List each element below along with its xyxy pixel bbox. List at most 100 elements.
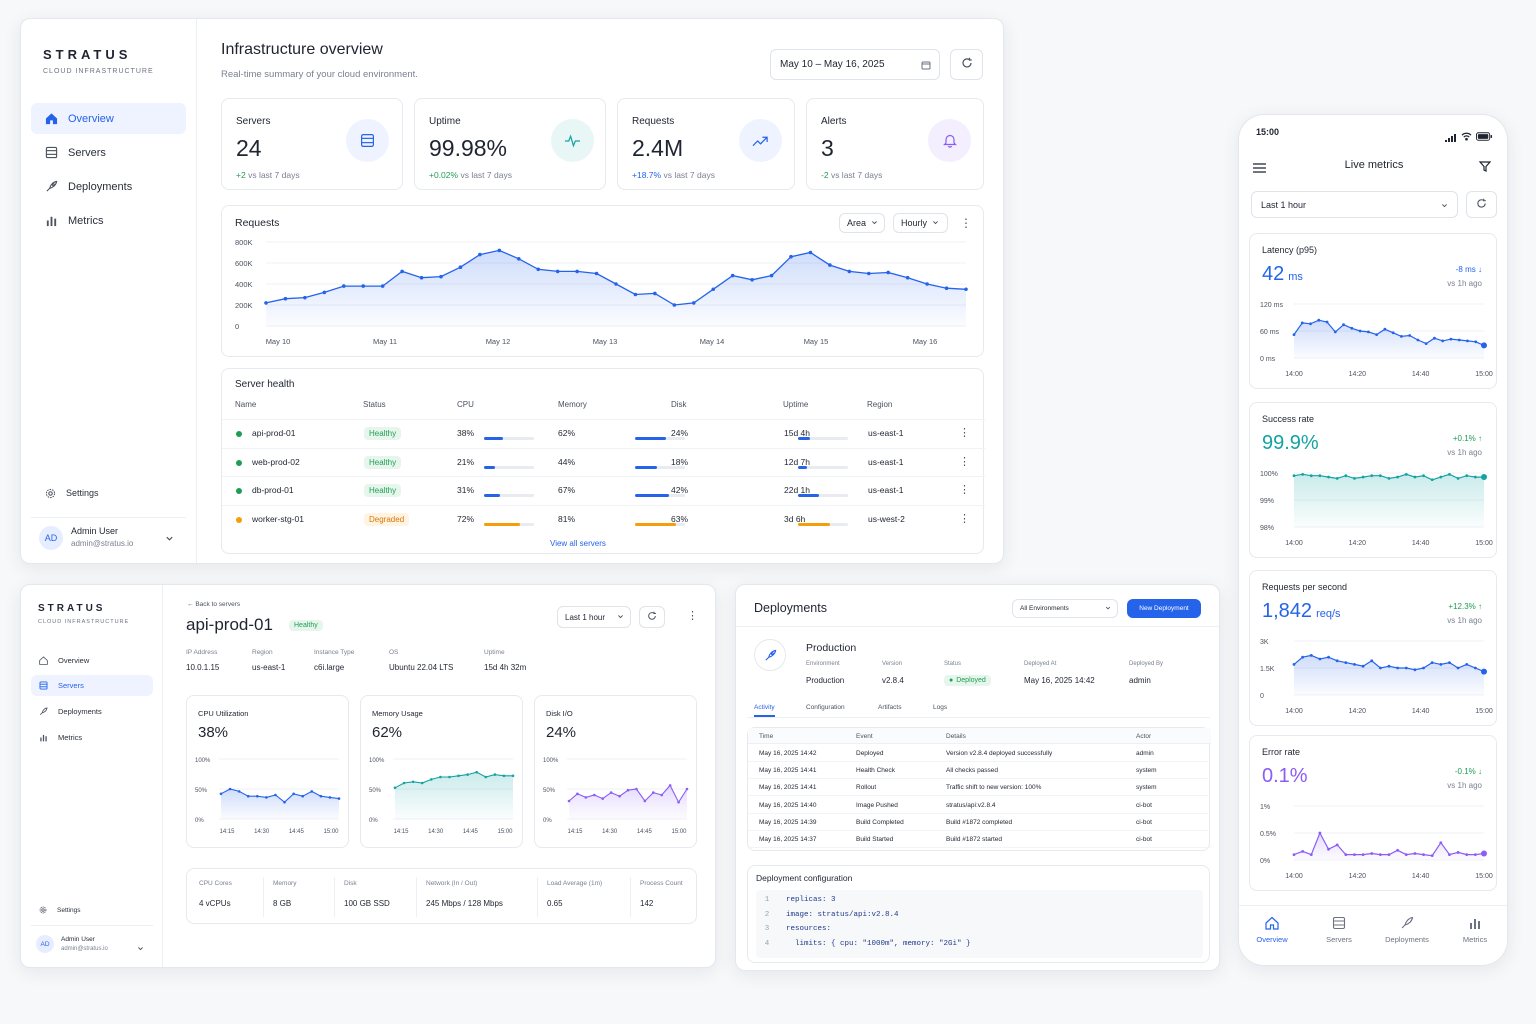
time-range-select[interactable]: Last 1 hour [1251, 191, 1458, 218]
stat-delta-suffix: vs last 7 days [248, 170, 300, 180]
series-area [395, 772, 513, 819]
mem-value: 62% [558, 428, 576, 438]
mobile-title: Live metrics [1344, 159, 1404, 171]
y-tick-label: 60 ms [1260, 329, 1280, 336]
server-name[interactable]: worker-stg-01 [252, 513, 304, 524]
menu-icon[interactable] [1253, 160, 1266, 178]
memory-chart: 100% 50% 0% 14:15 14:30 14:45 15:00 [369, 758, 515, 835]
series-area [1294, 655, 1484, 695]
server-name[interactable]: api-prod-01 [252, 428, 296, 438]
page-title: Infrastructure overview [221, 41, 383, 58]
y-tick-label: 600K [235, 259, 253, 268]
more-options-icon[interactable]: ⋮ [960, 216, 972, 230]
stat-label: Uptime [429, 116, 461, 127]
chart-interval-select[interactable]: Hourly [893, 213, 948, 233]
sidebar-item-overview[interactable]: Overview [31, 650, 153, 671]
environment-select[interactable]: All Environments [1012, 599, 1118, 618]
time-range-select[interactable]: Last 1 hour [557, 606, 631, 628]
sidebar-item-settings[interactable]: Settings [31, 481, 186, 505]
x-tick-label: 14:00 [1285, 371, 1303, 378]
disk-bar [798, 494, 848, 498]
x-tick-label: 14:30 [428, 829, 444, 835]
uptime-value: 15d 4h [784, 428, 810, 438]
data-point [1481, 668, 1487, 675]
sidebar-item-servers[interactable]: Servers [31, 137, 186, 168]
data-point [1465, 663, 1469, 666]
table-row[interactable]: web-prod-02 Healthy 21% 44% 18% 12d 7h us-east… [222, 447, 985, 476]
tab-activity[interactable]: Activity [754, 704, 775, 717]
tab-artifacts[interactable]: Artifacts [878, 704, 902, 711]
x-tick-label: 14:45 [637, 829, 653, 835]
row-menu-icon[interactable]: ⋮ [959, 427, 970, 439]
brand-tagline: CLOUD INFRASTRUCTURE [43, 68, 154, 75]
stat-value: 99.98% [429, 135, 508, 161]
wifi-icon [1461, 128, 1472, 146]
sidebar-item-deployments[interactable]: Deployments [31, 171, 186, 202]
sidebar-item-settings[interactable]: Settings [31, 901, 153, 919]
data-point [1378, 666, 1382, 670]
data-point [292, 792, 295, 796]
tab-servers[interactable]: Servers [1309, 916, 1369, 944]
activity-header: Time Event Details Actor [748, 728, 1211, 744]
tab-overview[interactable]: Overview [1242, 916, 1302, 944]
code-text: image: stratus/api:v2.8.4 [786, 910, 899, 919]
filter-icon[interactable] [1478, 159, 1492, 177]
data-point [1327, 847, 1330, 851]
arrow-left-icon: ← [187, 601, 194, 608]
data-point [1370, 659, 1374, 663]
data-point [1465, 853, 1469, 856]
table-row[interactable]: worker-stg-01 Degraded 72% 81% 63% 3d 6h us-we… [222, 504, 985, 533]
more-options-icon[interactable]: ⋮ [687, 610, 698, 622]
view-all-servers-link[interactable]: View all servers [550, 539, 606, 548]
table-cell: ci-bot [1136, 836, 1152, 843]
y-tick-label: 100% [543, 758, 559, 764]
data-point [944, 286, 949, 290]
chart-type-select[interactable]: Area [839, 213, 885, 233]
row-menu-icon[interactable]: ⋮ [959, 512, 970, 525]
bar-chart-icon [39, 733, 48, 742]
column-header: Actor [1136, 733, 1152, 740]
refresh-button[interactable] [639, 606, 665, 628]
data-point [393, 786, 397, 790]
config-code-block: 1 replicas: 3 2 image: stratus/api:v2.8.4 3 r… [756, 890, 1203, 958]
refresh-icon [961, 57, 973, 72]
y-tick-label: 400K [235, 280, 253, 289]
user-menu[interactable]: AD Admin User admin@stratus.io [31, 517, 186, 553]
metric-card-error-rate[interactable]: Error rate 0.1% -0.1% ↓ vs 1h ago 1% 0.5% 0% 14… [1249, 735, 1497, 891]
sidebar-item-deployments[interactable]: Deployments [31, 701, 153, 722]
data-point [1391, 331, 1395, 335]
refresh-button[interactable] [950, 49, 983, 80]
data-point [1335, 659, 1339, 663]
data-point [576, 792, 579, 796]
sidebar-item-overview[interactable]: Overview [31, 103, 186, 134]
data-point [668, 784, 672, 787]
new-deployment-button[interactable]: New Deployment [1127, 599, 1201, 618]
line-number: 3 [764, 925, 770, 933]
row-menu-icon[interactable]: ⋮ [959, 484, 970, 496]
data-point [866, 271, 871, 276]
table-row[interactable]: db-prod-01 Healthy 31% 67% 42% 22d 1h us-east-… [222, 476, 985, 504]
server-name[interactable]: web-prod-02 [252, 456, 300, 467]
metric-card-latency-p95[interactable]: Latency (p95) 42 ms -8 ms ↓ vs 1h ago 120 ms 6… [1249, 233, 1497, 389]
server-name[interactable]: db-prod-01 [252, 485, 294, 495]
deployments-window: Deployments All Environments New Deploym… [735, 584, 1220, 971]
user-menu[interactable]: AD Admin User admin@stratus.io [31, 925, 153, 959]
date-range-picker[interactable]: May 10 – May 16, 2025 [770, 49, 940, 80]
tab-logs[interactable]: Logs [933, 704, 948, 711]
refresh-button[interactable] [1466, 191, 1497, 218]
column-header: Time [759, 733, 774, 740]
row-menu-icon[interactable]: ⋮ [959, 455, 970, 468]
sidebar-item-metrics[interactable]: Metrics [31, 205, 186, 236]
tab-deployments[interactable]: Deployments [1377, 916, 1437, 944]
metric-value: 99.9% [1262, 432, 1319, 454]
table-row[interactable]: api-prod-01 Healthy 38% 62% 24% 15d 4h us-east… [222, 419, 985, 447]
tab-configuration[interactable]: Configuration [806, 704, 845, 711]
metric-card-success-rate[interactable]: Success rate 99.9% +0.1% ↑ vs 1h ago 100% 99%… [1249, 402, 1497, 558]
data-point [516, 257, 521, 261]
sidebar-item-metrics[interactable]: Metrics [31, 727, 153, 748]
metric-card-requests-per-second[interactable]: Requests per second 1,842 req/s +12.3% ↑ vs … [1249, 570, 1497, 726]
tab-metrics[interactable]: Metrics [1445, 916, 1505, 944]
back-link[interactable]: ← Back to servers [187, 601, 240, 608]
sidebar-item-servers[interactable]: Servers [31, 675, 153, 696]
table-cell: ci-bot [1136, 818, 1152, 826]
